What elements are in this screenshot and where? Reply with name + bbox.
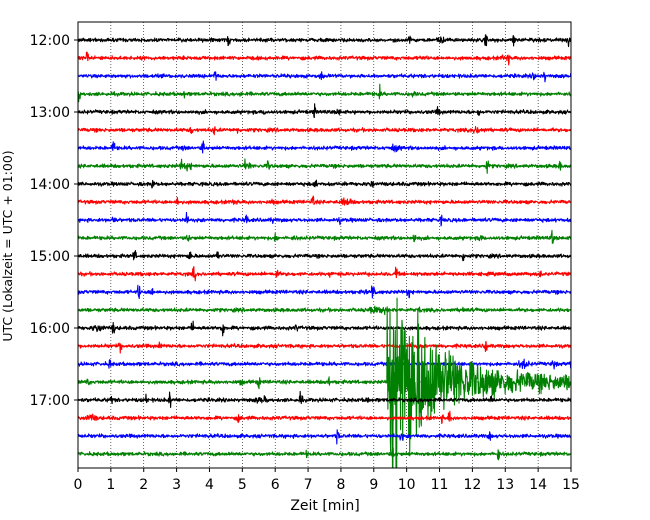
trace-1215: [78, 51, 571, 66]
trace-1745: [78, 447, 571, 461]
trace-1330: [78, 140, 571, 154]
y-axis-label: UTC (Lokalzeit = UTC + 01:00): [0, 150, 15, 341]
y-tick-label: 17:00: [30, 393, 70, 409]
trace-1445: [78, 229, 571, 244]
x-tick-label: 15: [562, 477, 580, 493]
trace-1515: [78, 266, 571, 282]
trace-1400: [78, 179, 571, 189]
trace-1645: [78, 297, 571, 468]
trace-1315: [78, 125, 571, 136]
x-axis-ticks: 0 1 2 3 4 5 6 7 8 9 10 11 12 13 14 15: [74, 468, 580, 493]
trace-1200: [78, 34, 571, 48]
trace-1700: [78, 390, 571, 408]
x-tick-label: 10: [398, 477, 416, 493]
trace-1245: [78, 83, 571, 103]
trace-1230: [78, 71, 571, 83]
x-tick-label: 0: [74, 477, 83, 493]
y-tick-label: 13:00: [30, 105, 70, 121]
trace-1500: [78, 249, 571, 262]
y-tick-label: 15:00: [30, 249, 70, 265]
trace-1345: [78, 158, 571, 174]
x-tick-label: 1: [106, 477, 115, 493]
x-tick-label: 5: [238, 477, 247, 493]
trace-1630: [78, 358, 571, 370]
x-tick-label: 9: [369, 477, 378, 493]
y-tick-label: 16:00: [30, 321, 70, 337]
seismic-traces: [78, 34, 571, 468]
x-tick-label: 4: [205, 477, 214, 493]
x-tick-label: 3: [172, 477, 181, 493]
trace-1545: [78, 305, 571, 316]
trace-1430: [78, 211, 571, 227]
x-axis-label: Zeit [min]: [290, 498, 359, 514]
trace-1300: [78, 103, 571, 119]
trace-1415: [78, 195, 571, 206]
x-tick-label: 14: [529, 477, 547, 493]
y-axis-ticks: 12:00 13:00 14:00 15:00 16:00 17:00: [30, 33, 78, 409]
x-tick-label: 6: [271, 477, 280, 493]
plot-frame: [77, 21, 572, 469]
trace-1615: [78, 341, 571, 354]
x-tick-label: 7: [304, 477, 313, 493]
x-tick-label: 11: [431, 477, 449, 493]
trace-1530: [78, 284, 571, 299]
trace-1715: [78, 410, 571, 425]
x-tick-label: 13: [496, 477, 514, 493]
x-tick-label: 12: [463, 477, 481, 493]
x-tick-label: 2: [139, 477, 148, 493]
trace-1600: [78, 320, 571, 337]
y-tick-label: 14:00: [30, 177, 70, 193]
x-tick-label: 8: [336, 477, 345, 493]
trace-1730: [78, 429, 571, 445]
y-tick-label: 12:00: [30, 33, 70, 49]
